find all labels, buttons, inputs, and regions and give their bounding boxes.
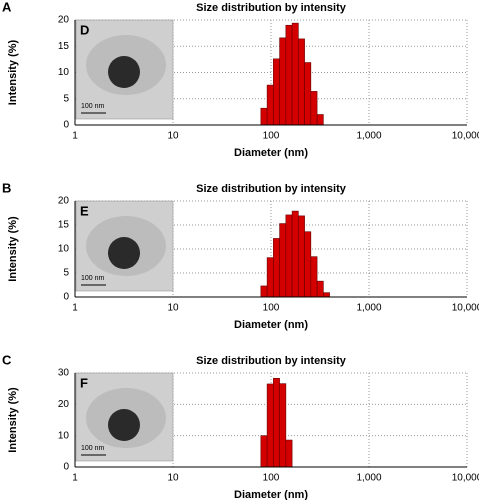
- chart-title: Size distribution by intensity: [196, 183, 347, 195]
- x-axis-title: Diameter (nm): [234, 147, 308, 159]
- panel-label: A: [2, 0, 12, 14]
- x-tick-label: 100: [263, 303, 280, 314]
- inset-particle: [108, 56, 140, 88]
- x-tick-label: 100: [263, 131, 280, 142]
- bar: [298, 38, 305, 126]
- y-tick-label: 0: [63, 120, 69, 131]
- x-axis-title: Diameter (nm): [234, 489, 308, 500]
- y-tick-label: 0: [63, 292, 69, 303]
- y-tick-label: 20: [58, 399, 70, 410]
- x-tick-label: 10: [167, 131, 179, 142]
- bar: [316, 280, 324, 298]
- bar: [260, 285, 268, 298]
- x-tick-label: 1: [72, 131, 78, 142]
- chart-title: Size distribution by intensity: [196, 355, 347, 367]
- y-tick-label: 30: [58, 368, 70, 379]
- y-tick-label: 10: [58, 244, 70, 255]
- inset-particle: [108, 409, 140, 441]
- x-tick-label: 10,000: [452, 303, 479, 314]
- bar: [266, 383, 274, 468]
- scale-bar-label: 100 nm: [81, 275, 105, 282]
- x-tick-label: 10: [167, 473, 179, 484]
- inset-label: F: [80, 375, 88, 390]
- bar: [291, 210, 299, 298]
- y-tick-label: 5: [63, 93, 69, 104]
- bar: [285, 24, 293, 126]
- bar: [291, 22, 299, 126]
- bar: [304, 62, 312, 126]
- x-tick-label: 100: [263, 473, 280, 484]
- x-tick-label: 10: [167, 303, 179, 314]
- x-tick-label: 10,000: [452, 473, 479, 484]
- x-tick-label: 1,000: [356, 473, 381, 484]
- bar: [323, 292, 330, 298]
- bar: [266, 84, 274, 126]
- bar: [273, 58, 280, 126]
- y-tick-label: 20: [58, 196, 70, 207]
- y-axis-title: Intensity (%): [7, 216, 19, 282]
- x-axis-title: Diameter (nm): [234, 319, 308, 331]
- y-tick-label: 15: [58, 41, 70, 52]
- panel-label: C: [2, 352, 12, 367]
- bar: [279, 223, 287, 298]
- bar: [273, 378, 280, 468]
- bar: [310, 91, 318, 126]
- y-axis-title: Intensity (%): [7, 387, 19, 453]
- bar: [266, 257, 274, 298]
- chart-title: Size distribution by intensity: [196, 2, 347, 14]
- bar: [273, 238, 280, 298]
- x-tick-label: 1,000: [356, 303, 381, 314]
- scale-bar-label: 100 nm: [81, 103, 105, 110]
- bar: [279, 37, 287, 126]
- bar: [298, 215, 305, 298]
- x-tick-label: 1: [72, 303, 78, 314]
- bar: [310, 256, 318, 298]
- y-tick-label: 5: [63, 268, 69, 279]
- y-tick-label: 10: [58, 430, 70, 441]
- y-tick-label: 15: [58, 220, 70, 231]
- y-tick-label: 20: [58, 15, 70, 26]
- bar: [285, 439, 293, 468]
- x-tick-label: 1,000: [356, 131, 381, 142]
- inset-label: E: [80, 203, 89, 218]
- bar: [260, 107, 268, 126]
- inset-label: D: [80, 22, 89, 37]
- bar: [316, 114, 324, 126]
- bar: [260, 435, 268, 468]
- y-tick-label: 0: [63, 462, 69, 473]
- panel-label: B: [2, 180, 11, 195]
- inset-particle: [108, 237, 140, 269]
- bar: [304, 231, 312, 298]
- bar: [279, 383, 287, 468]
- x-tick-label: 10,000: [452, 131, 479, 142]
- x-tick-label: 1: [72, 473, 78, 484]
- scale-bar-label: 100 nm: [81, 445, 105, 452]
- bar: [285, 214, 293, 298]
- y-axis-title: Intensity (%): [7, 39, 19, 105]
- y-tick-label: 10: [58, 67, 70, 78]
